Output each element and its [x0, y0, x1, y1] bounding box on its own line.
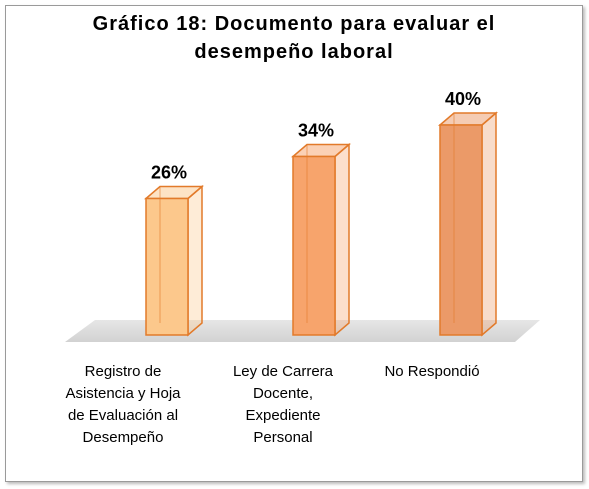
data-label: 40% — [445, 89, 481, 109]
data-label: 26% — [151, 163, 187, 183]
category-label: Ley de Carrera Docente, Expediente Perso… — [232, 363, 334, 446]
bar — [437, 111, 499, 337]
category-label: Registro de Asistencia y Hoja de Evaluac… — [65, 363, 181, 446]
chart-title: Gráfico 18: Documento para evaluar el de… — [92, 13, 496, 63]
bar-front — [292, 155, 336, 336]
bar — [143, 184, 205, 337]
bar-side — [481, 111, 497, 337]
bar-side — [187, 184, 203, 337]
bar-front — [439, 124, 483, 336]
bar-side — [334, 142, 350, 337]
bar — [290, 142, 352, 337]
data-label: 34% — [298, 121, 334, 141]
bar-front — [145, 197, 189, 336]
category-label: No Respondió — [384, 363, 480, 380]
